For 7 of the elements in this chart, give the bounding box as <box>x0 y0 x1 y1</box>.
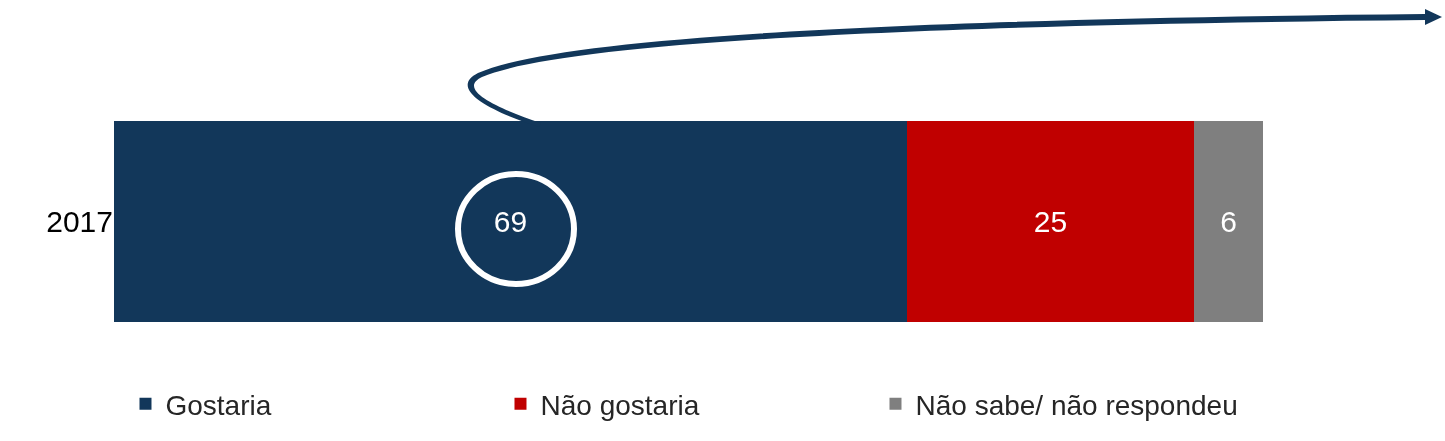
data-label: 69 <box>493 205 528 238</box>
legend-label: Não gostaria <box>540 389 700 421</box>
data-label: 6 <box>1220 205 1237 238</box>
y-tick-label: 2017 <box>46 205 113 238</box>
legend-label: Gostaria <box>165 389 272 421</box>
data-label: 25 <box>1033 205 1068 238</box>
legend-label: Não sabe/ não respondeu <box>915 389 1238 421</box>
